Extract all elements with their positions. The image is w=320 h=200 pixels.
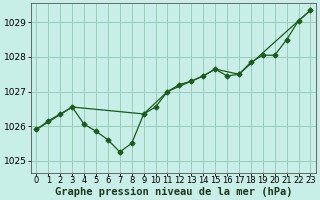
- X-axis label: Graphe pression niveau de la mer (hPa): Graphe pression niveau de la mer (hPa): [55, 186, 292, 197]
